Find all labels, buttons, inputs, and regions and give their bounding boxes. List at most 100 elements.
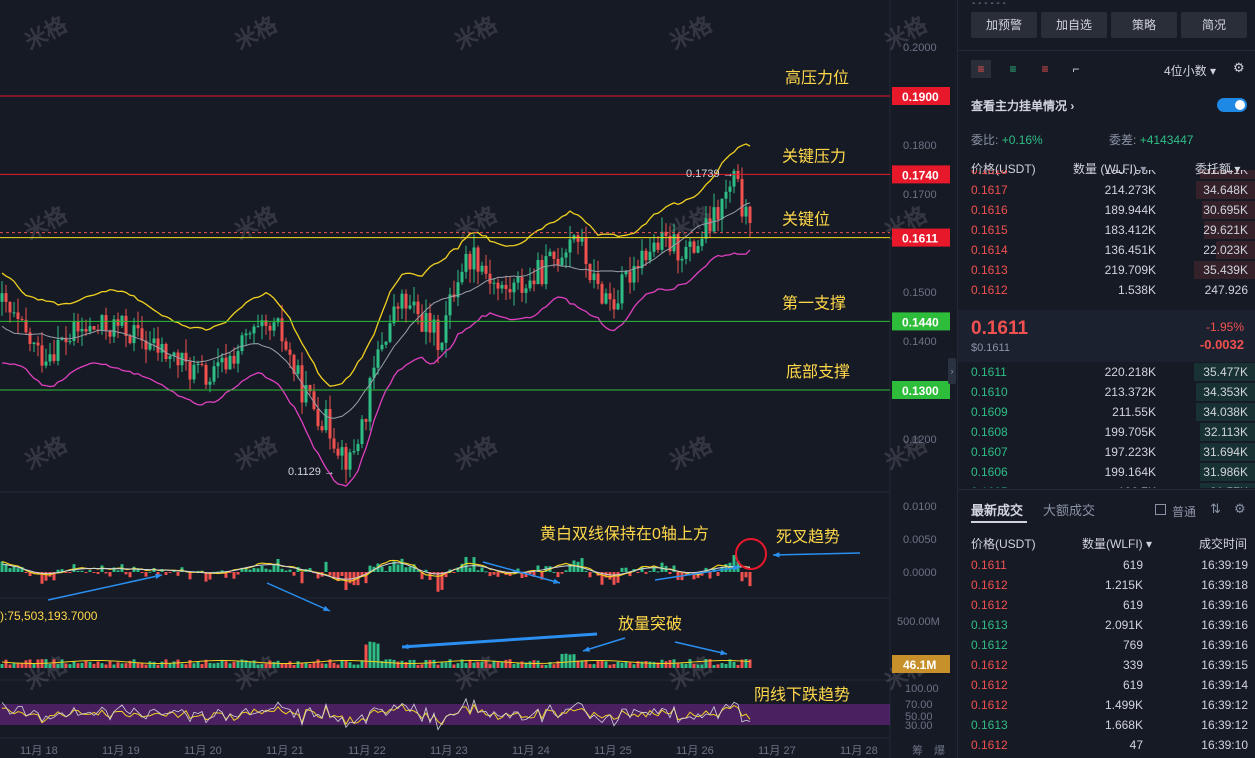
macd-bar [4, 564, 8, 572]
order-book-row[interactable]: 0.1610 213.372K 34.353K [958, 382, 1255, 402]
book-bids-icon[interactable]: ≡ [1009, 62, 1017, 76]
volume-bar [492, 660, 496, 668]
volume-bar [740, 659, 744, 668]
candle-body [236, 351, 240, 364]
chart-area[interactable]: 米格 米格 米格 米格 米格 米格 米格 米格 米格 米格 米格 米格 米格 米格 米格 米格 米格 米格 米格 米格… [0, 0, 955, 758]
order-book-row[interactable]: 0.1612 1.538K 247.926 [958, 280, 1255, 300]
candle-body [680, 258, 684, 261]
order-book-row[interactable]: 0.1614 136.451K 22.023K [958, 240, 1255, 260]
macd-bar [12, 566, 16, 572]
overview-button[interactable]: 简况 [1181, 12, 1247, 38]
annotation-arrow [772, 552, 861, 556]
trade-qty: 769 [1122, 638, 1143, 652]
candle-body [576, 235, 580, 242]
filter-icon[interactable]: ⇅ [1210, 501, 1221, 516]
candle-body [184, 352, 188, 362]
strategy-button[interactable]: 策略 [1111, 12, 1177, 38]
order-book-row[interactable]: 0.1605 196.7K 31.57K [958, 482, 1255, 488]
macd-bar [176, 572, 180, 576]
normal-checkbox[interactable] [1155, 504, 1166, 515]
candle-body [360, 419, 364, 445]
volume-bar [744, 659, 748, 668]
level-tag-value: 0.1300 [902, 384, 939, 398]
macd-bar [288, 569, 292, 572]
volume-bar [256, 664, 260, 668]
order-amount: 34.353K [1203, 385, 1248, 399]
settings-icon[interactable]: ⚙ [1233, 60, 1245, 75]
macd-bar [196, 570, 200, 572]
book-header-qty[interactable]: 数量 (WLFI) ▾ [1073, 162, 1147, 176]
order-book-row[interactable]: 0.1616 189.944K 30.695K [958, 200, 1255, 220]
macd-bar [444, 572, 448, 578]
tab-latest-trades[interactable]: 最新成交 [971, 503, 1024, 518]
diff: 委差: +4143447 [1109, 133, 1194, 147]
volume-bar [168, 663, 172, 668]
trade-price: 0.1612 [971, 738, 1008, 752]
axis-corner-label: 爆 [934, 743, 945, 757]
add-alert-button[interactable]: 加预警 [971, 12, 1037, 38]
order-qty: 183.412K [1104, 223, 1156, 237]
book-both-icon[interactable]: ≡ [971, 60, 991, 78]
macd-bar [532, 572, 536, 577]
order-book-row[interactable]: 0.1613 219.709K 35.439K [958, 260, 1255, 280]
macd-bar [8, 568, 12, 572]
macd-bar [60, 569, 64, 572]
rsi-axis-label: 50.00 [905, 711, 933, 723]
settings-icon[interactable]: ⚙ [1234, 501, 1246, 516]
macd-bar [316, 572, 320, 579]
macd-bar [388, 565, 392, 572]
trade-header-qty[interactable]: 数量(WLFI) ▾ [1082, 537, 1153, 551]
depth-toggle-label[interactable]: 查看主力挂单情况 › [971, 99, 1075, 113]
volume-bar [416, 664, 420, 668]
macd-bar [600, 572, 604, 585]
macd-bar [248, 569, 252, 572]
macd-bar [40, 572, 44, 584]
order-book-row[interactable]: 0.1615 183.412K 29.621K [958, 220, 1255, 240]
volume-bar [656, 662, 660, 668]
candle-body [420, 314, 424, 332]
candle-body [616, 303, 620, 310]
volume-bar [88, 661, 92, 668]
tab-large-trades[interactable]: 大额成交 [1043, 503, 1096, 518]
rsi-line [1, 703, 751, 726]
depth-bar [1216, 241, 1255, 259]
candle-body [312, 391, 316, 410]
volume-bar [80, 662, 84, 668]
depth-toggle[interactable] [1217, 98, 1247, 112]
macd-bar [336, 572, 340, 582]
price-axis-label: 0.1700 [903, 189, 937, 201]
add-watchlist-button[interactable]: 加自选 [1041, 12, 1107, 38]
order-book-row[interactable]: 0.1618 196.793K 31.841K [958, 170, 1255, 180]
decimals-select[interactable]: 4位小数 ▾ [1164, 64, 1217, 78]
order-book-row[interactable]: 0.1617 214.273K 34.648K [958, 180, 1255, 200]
volume-bar [64, 663, 68, 668]
candle-body [176, 352, 180, 366]
macd-bar [268, 569, 272, 572]
book-asks-icon[interactable]: ≡ [1041, 62, 1049, 76]
volume-bar [360, 660, 364, 668]
volume-bar [120, 663, 124, 668]
candle-body [700, 238, 704, 247]
volume-bar [556, 661, 560, 668]
trade-time: 16:39:12 [1201, 718, 1248, 732]
book-depth-icon[interactable]: ⌐ [1072, 62, 1080, 76]
order-book-row[interactable]: 0.1608 199.705K 32.113K [958, 422, 1255, 442]
last-price-usd: $0.1611 [971, 342, 1010, 354]
order-book-row[interactable]: 0.1607 197.223K 31.694K [958, 442, 1255, 462]
macd-bar [564, 570, 568, 572]
book-header-amount[interactable]: 委托额 ▾ [1195, 162, 1241, 176]
macd-bar [348, 572, 352, 584]
panel-collapse-handle[interactable]: › [948, 358, 956, 384]
volume-bar [284, 663, 288, 668]
volume-bar [76, 663, 80, 668]
candle-body [244, 333, 248, 336]
order-book-row[interactable]: 0.1606 199.164K 31.986K [958, 462, 1255, 482]
macd-bar [240, 567, 244, 572]
book-header-price: 价格(USDT) [971, 162, 1036, 176]
volume-bar [248, 661, 252, 668]
candle-body [252, 326, 256, 334]
order-book-row[interactable]: 0.1611 220.218K 35.477K [958, 362, 1255, 382]
macd-bar [360, 572, 364, 577]
order-book-row[interactable]: 0.1609 211.55K 34.038K [958, 402, 1255, 422]
